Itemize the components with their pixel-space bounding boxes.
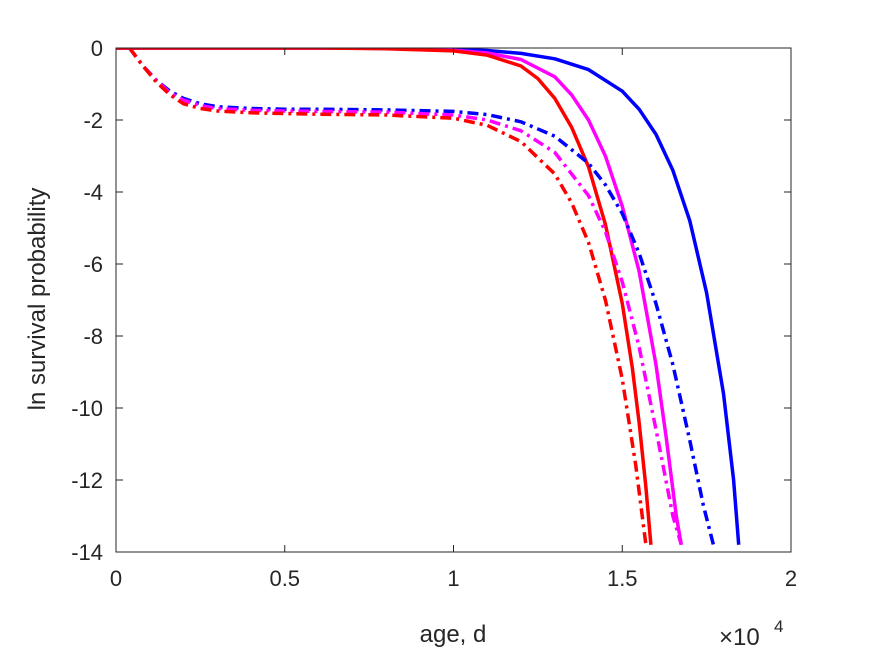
axes: 0 0.5 1 1.5 2 0 -2 -4 -6 -8 -10 -12 -14: [71, 36, 797, 591]
y-tick-label: -8: [83, 324, 103, 349]
series-line-6: [128, 48, 648, 546]
x-tick-label: 0: [110, 566, 122, 591]
x-axis-multiplier-exponent: 4: [774, 617, 783, 636]
x-tick-label: 2: [785, 566, 797, 591]
y-tick-label: -2: [83, 108, 103, 133]
y-tick-label: 0: [91, 36, 103, 61]
series-line-3: [116, 48, 653, 545]
y-tick-label: -6: [83, 252, 103, 277]
y-axis-label: ln survival probability: [24, 188, 51, 411]
y-tick-label: -14: [71, 540, 103, 565]
plot-area: [116, 48, 741, 546]
x-axis-label: age, d: [420, 621, 487, 648]
x-axis-multiplier: ×10: [719, 624, 760, 651]
x-tick-label: 1.5: [607, 566, 638, 591]
y-tick-label: -12: [71, 468, 103, 493]
series-line-1: [116, 48, 741, 545]
x-tick-label: 1: [447, 566, 459, 591]
y-tick-label: -10: [71, 396, 103, 421]
x-tick-label: 0.5: [269, 566, 300, 591]
y-tick-label: -4: [83, 180, 103, 205]
series-line-2: [116, 48, 684, 546]
series-line-5: [128, 48, 683, 546]
